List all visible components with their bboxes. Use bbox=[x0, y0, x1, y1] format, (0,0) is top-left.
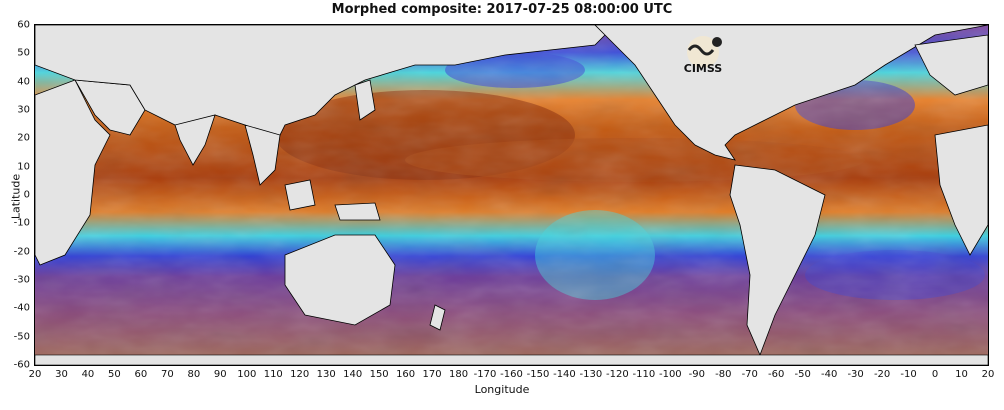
x-tick-label: -50 bbox=[794, 369, 811, 380]
india bbox=[174, 114, 216, 166]
x-tick-label: 140 bbox=[343, 369, 363, 380]
y-axis-label: Latitude bbox=[9, 173, 23, 220]
x-tick-label: 90 bbox=[213, 369, 227, 380]
x-tick-label: 100 bbox=[237, 369, 257, 380]
x-tick-label: 80 bbox=[187, 369, 201, 380]
x-tick-label: -150 bbox=[526, 369, 550, 380]
x-tick-label: 130 bbox=[316, 369, 336, 380]
x-tick-label: 150 bbox=[369, 369, 389, 380]
x-tick-label: 110 bbox=[263, 369, 283, 380]
x-axis-label: Longitude bbox=[474, 383, 530, 396]
x-tick-label: -70 bbox=[741, 369, 758, 380]
x-tick-label: 160 bbox=[396, 369, 416, 380]
x-tick-label: 30 bbox=[55, 369, 68, 380]
x-tick-label: -100 bbox=[658, 369, 682, 380]
x-tick-label: -130 bbox=[579, 369, 603, 380]
x-tick-label: 10 bbox=[955, 369, 968, 380]
x-tick-label: 70 bbox=[160, 369, 174, 380]
south-america bbox=[729, 164, 826, 357]
x-tick-label: -80 bbox=[715, 369, 732, 380]
x-tick-label: -170 bbox=[473, 369, 497, 380]
y-tick-label: 10 bbox=[17, 161, 30, 173]
y-tick-label: -20 bbox=[13, 246, 30, 258]
europe bbox=[914, 34, 988, 96]
southeast-asia bbox=[244, 124, 281, 186]
y-tick-label: 50 bbox=[17, 47, 30, 59]
y-tick-label: 20 bbox=[17, 132, 30, 144]
x-tick-label: -20 bbox=[873, 369, 891, 380]
y-tick-label: 0 bbox=[23, 189, 30, 201]
west-africa bbox=[934, 124, 988, 256]
x-tick-label: -30 bbox=[847, 369, 864, 380]
x-tick-label: 20 bbox=[981, 369, 995, 380]
precipitable-water-map bbox=[34, 24, 989, 366]
x-tick-label: -140 bbox=[553, 369, 576, 380]
x-tick-label: 60 bbox=[134, 369, 148, 380]
map-title: Morphed composite: 2017-07-25 08:00:00 U… bbox=[331, 2, 673, 17]
x-tick-label: -110 bbox=[632, 369, 656, 380]
japan bbox=[354, 79, 376, 121]
x-tick-label: 0 bbox=[931, 369, 939, 380]
x-tick-label: -60 bbox=[768, 369, 785, 380]
new-zealand bbox=[429, 304, 446, 331]
x-tick-label: 180 bbox=[449, 369, 469, 380]
x-tick-label: 50 bbox=[108, 369, 121, 380]
y-tick-label: -30 bbox=[13, 274, 30, 286]
x-tick-label: 20 bbox=[28, 369, 42, 380]
new-guinea bbox=[334, 202, 381, 221]
x-tick-label: -40 bbox=[820, 369, 838, 380]
map-canvas bbox=[35, 25, 988, 365]
x-tick-label: -10 bbox=[900, 369, 917, 380]
y-tick-label: -40 bbox=[13, 302, 30, 314]
x-tick-label: -90 bbox=[688, 369, 705, 380]
x-tick-label: -120 bbox=[606, 369, 629, 380]
x-tick-label: 170 bbox=[422, 369, 442, 380]
y-tick-label: -50 bbox=[13, 331, 30, 343]
antarctica bbox=[35, 354, 988, 365]
y-tick-label: -10 bbox=[13, 217, 30, 229]
y-tick-label: 40 bbox=[17, 76, 30, 88]
y-tick-label: 30 bbox=[17, 104, 30, 116]
x-tick-label: 40 bbox=[81, 369, 95, 380]
australia bbox=[284, 234, 396, 326]
y-tick-label: 60 bbox=[17, 19, 30, 31]
y-tick-label: -60 bbox=[13, 359, 30, 371]
borneo bbox=[284, 179, 316, 211]
africa bbox=[35, 79, 111, 266]
cimss-logo: CIMSS bbox=[684, 36, 723, 75]
logo-text: CIMSS bbox=[684, 62, 723, 75]
x-tick-label: 120 bbox=[290, 369, 310, 380]
x-tick-label: -160 bbox=[500, 369, 523, 380]
